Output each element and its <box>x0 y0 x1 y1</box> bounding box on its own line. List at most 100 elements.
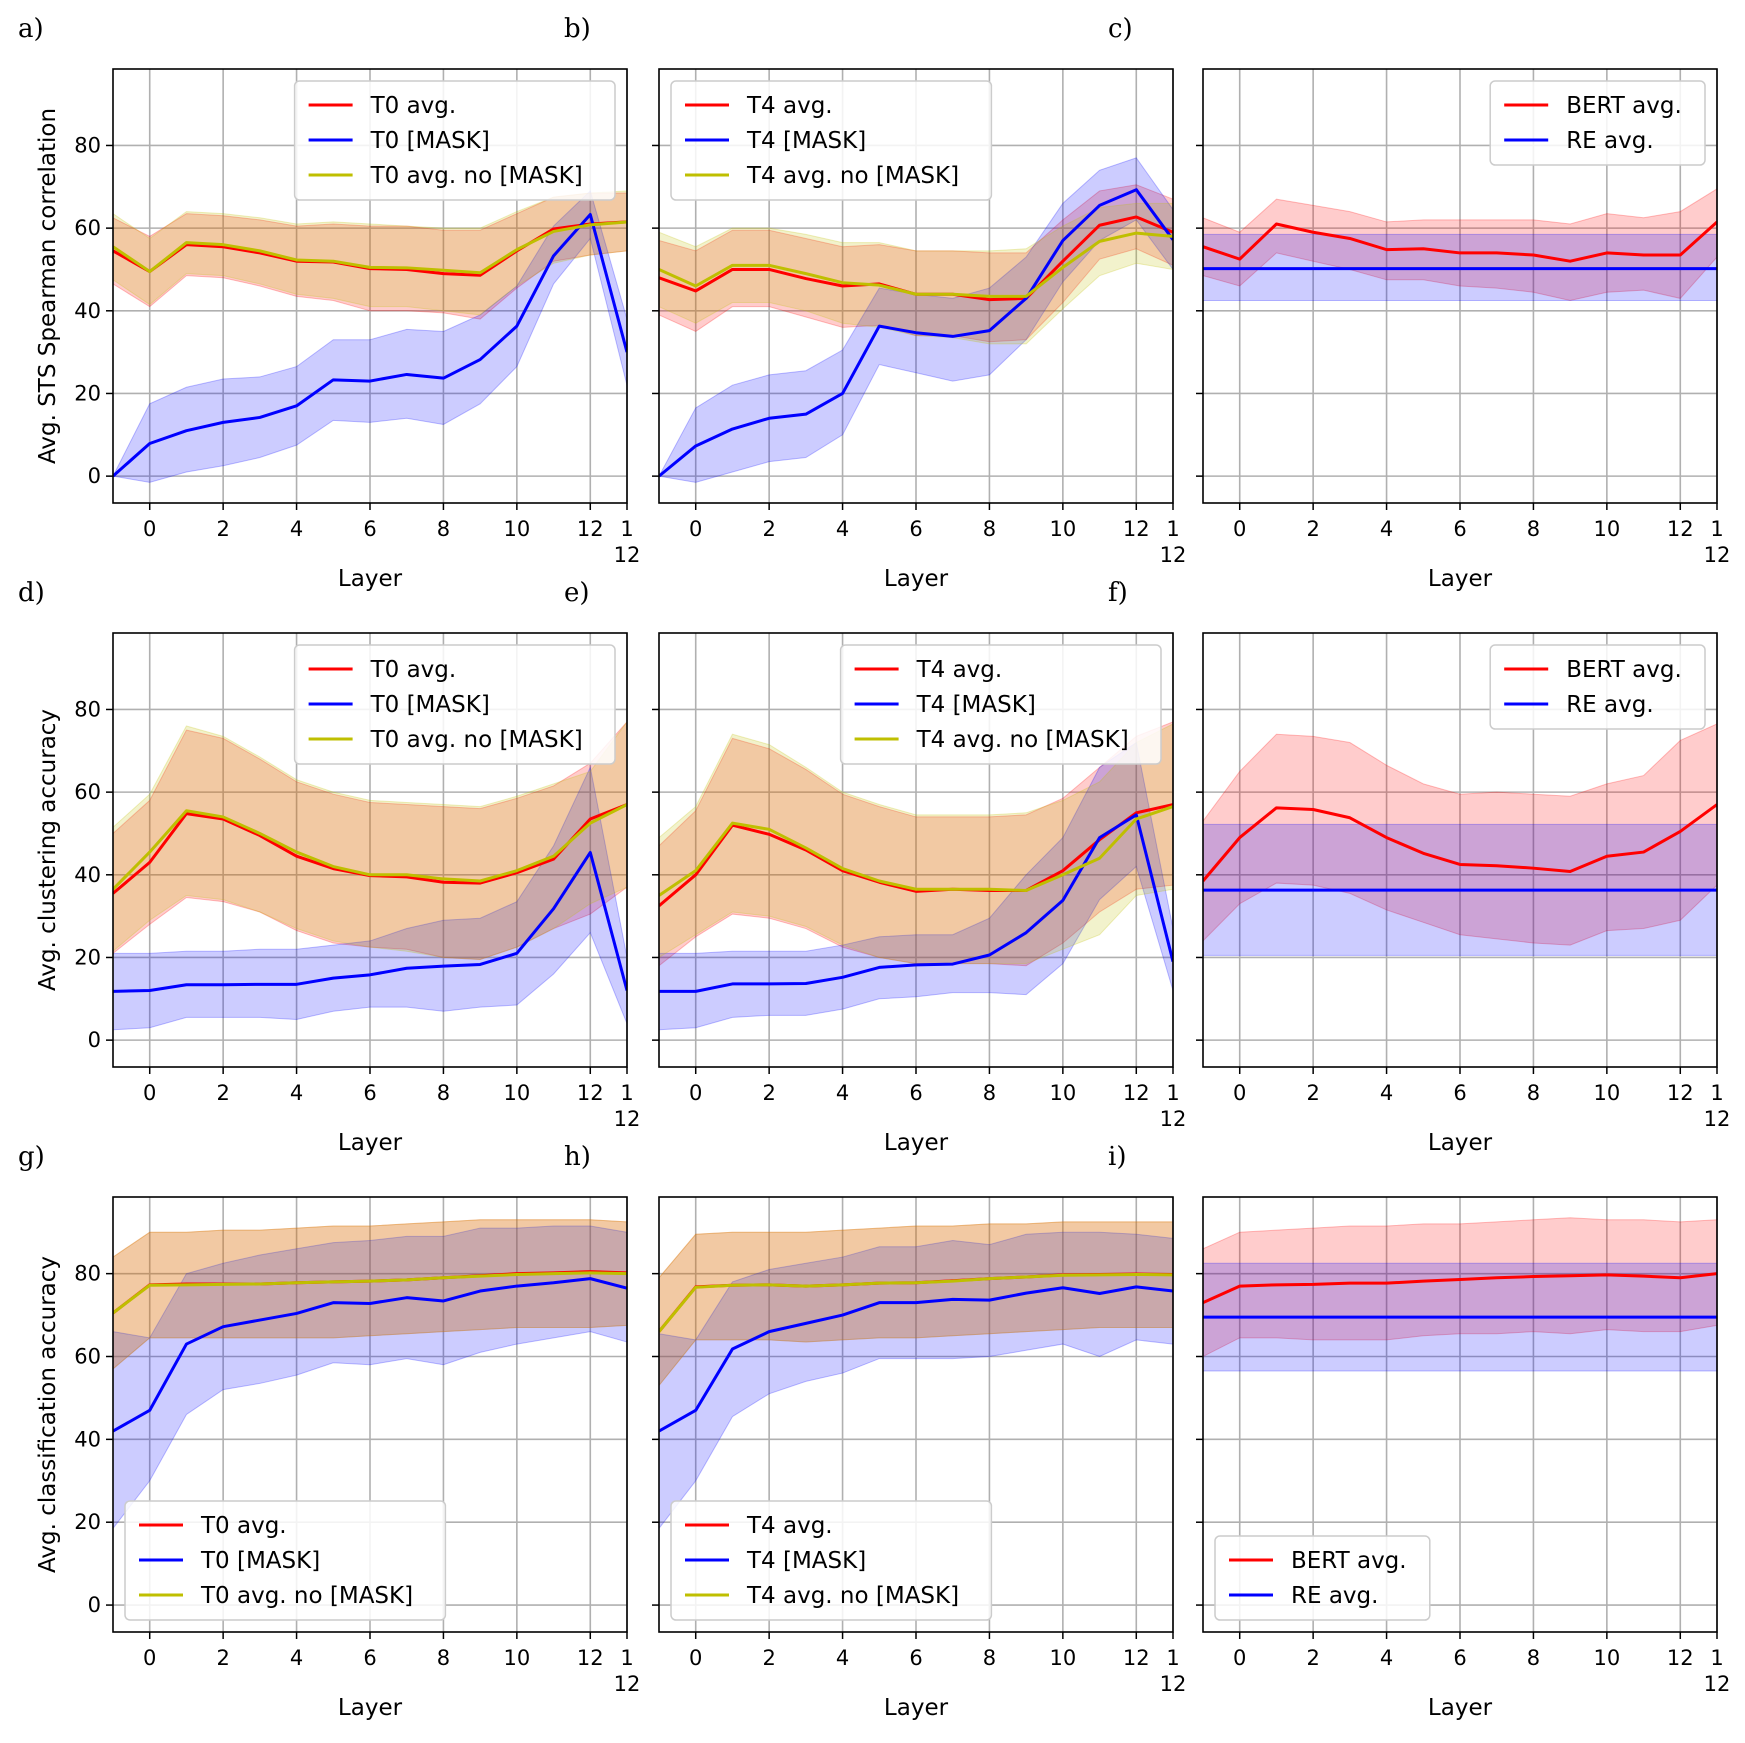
panel-letter: d) <box>18 578 45 608</box>
x-tick-label: 10 <box>1049 1646 1076 1670</box>
x-tick-label: 0 <box>689 517 702 541</box>
legend: BERT avg. RE avg. <box>1489 80 1706 166</box>
band-blue <box>659 1231 1173 1530</box>
legend-label: T0 [MASK] <box>370 692 490 718</box>
x-tick-label: 12 <box>1123 1081 1150 1105</box>
x-tick-label: 10 <box>503 1081 530 1105</box>
x-tick-label: 4 <box>290 517 303 541</box>
series-line-red <box>659 803 1173 907</box>
band-blue <box>113 1225 627 1530</box>
x-axis-label: Layer <box>1428 566 1493 592</box>
legend-label: RE avg. <box>1291 1583 1378 1609</box>
legend-label: T4 avg. <box>746 1513 833 1539</box>
band-red <box>1203 1217 1717 1358</box>
x-tick-label: 2 <box>762 1081 775 1105</box>
panel-letter: f) <box>1108 578 1128 608</box>
x-tick-label: 8 <box>437 1081 450 1105</box>
x-tick-label: 8 <box>1527 517 1540 541</box>
legend-label: T0 avg. no [MASK] <box>200 1583 413 1609</box>
x-tick-label: 1 12 <box>1704 1646 1731 1696</box>
legend-label: T0 avg. <box>200 1513 287 1539</box>
x-tick-label: 6 <box>363 517 376 541</box>
band-blue <box>659 157 1173 483</box>
x-tick-label: 4 <box>836 517 849 541</box>
x-tick-label: 2 <box>762 1646 775 1670</box>
legend: T0 avg. T0 [MASK] T0 avg. no [MASK] <box>293 80 616 201</box>
x-tick-label: 10 <box>1593 517 1620 541</box>
y-axis-label: Avg. classification accuracy <box>35 1256 61 1573</box>
x-tick-label: 12 <box>1667 517 1694 541</box>
x-axis-label: Layer <box>338 1130 403 1156</box>
y-axis-label: Avg. clustering accuracy <box>35 709 61 991</box>
x-tick-label: 4 <box>1380 517 1393 541</box>
panel-c: c) 0 2 4 6 8 10 12 1 12 Layer BERT avg. RE avg. <box>1108 14 1730 592</box>
series-line-olive <box>659 231 1173 298</box>
plot-area <box>1203 723 1717 956</box>
x-axis-label: Layer <box>338 566 403 592</box>
x-tick-label: 6 <box>1453 1646 1466 1670</box>
x-tick-label: 0 <box>1233 1646 1246 1670</box>
y-tick-label: 20 <box>74 945 101 969</box>
series-line-blue <box>659 1285 1173 1433</box>
x-axis-label: Layer <box>884 566 949 592</box>
x-tick-label: 2 <box>1306 517 1319 541</box>
y-tick-label: 60 <box>74 216 101 240</box>
x-tick-label: 0 <box>143 517 156 541</box>
x-tick-label: 6 <box>1453 1081 1466 1105</box>
legend-box <box>1489 80 1706 166</box>
panel-letter: g) <box>18 1142 45 1172</box>
plot-area <box>1203 1217 1717 1372</box>
x-tick-label: 8 <box>1527 1081 1540 1105</box>
x-tick-label: 10 <box>1049 1081 1076 1105</box>
series-line-blue <box>113 850 627 993</box>
y-tick-label: 40 <box>74 299 101 323</box>
series-line-olive <box>113 803 627 891</box>
x-tick-label: 10 <box>1593 1081 1620 1105</box>
legend-label: BERT avg. <box>1566 657 1682 683</box>
x-tick-label: 10 <box>1049 517 1076 541</box>
x-tick-label: 1 12 <box>1160 517 1187 567</box>
x-tick-label: 12 <box>1123 517 1150 541</box>
panel-letter: e) <box>564 578 590 608</box>
band-red <box>659 184 1173 343</box>
x-tick-label: 1 12 <box>614 1646 641 1696</box>
x-tick-label: 1 12 <box>1160 1081 1187 1131</box>
y-tick-label: 0 <box>88 1593 101 1617</box>
band-blue <box>113 189 627 483</box>
plot-area <box>113 721 627 1031</box>
panel-letter: i) <box>1108 1142 1126 1172</box>
y-tick-label: 60 <box>74 1345 101 1369</box>
x-tick-label: 2 <box>762 517 775 541</box>
band-olive <box>659 723 1173 965</box>
series-line-olive <box>659 1272 1173 1333</box>
x-axis-label: Layer <box>884 1130 949 1156</box>
y-tick-label: 40 <box>74 863 101 887</box>
grid <box>1203 69 1718 503</box>
panel-d: d) 0 2 4 6 8 10 12 1 12 0 20 40 60 80 Layer Avg. cluster… <box>18 578 640 1156</box>
x-tick-label: 0 <box>143 1081 156 1105</box>
legend-box <box>670 80 993 201</box>
band-red <box>113 1219 627 1370</box>
plot-area <box>113 1219 627 1530</box>
band-red <box>113 192 627 320</box>
series-line-red <box>1203 803 1717 882</box>
series-line-olive <box>113 1271 627 1315</box>
y-axis-label: Avg. STS Spearman correlation <box>35 108 61 464</box>
x-tick-label: 2 <box>216 1646 229 1670</box>
panel-letter: h) <box>564 1142 591 1172</box>
x-tick-label: 8 <box>983 517 996 541</box>
plot-area <box>659 1221 1173 1530</box>
plot-area <box>659 721 1173 1031</box>
x-tick-label: 2 <box>1306 1081 1319 1105</box>
legend: T4 avg. T4 [MASK] T4 avg. no [MASK] <box>670 1500 993 1621</box>
y-tick-label: 0 <box>88 464 101 488</box>
series-line-blue <box>659 813 1173 993</box>
plot-area <box>113 189 627 483</box>
x-tick-label: 12 <box>577 1081 604 1105</box>
panel-letter: c) <box>1108 14 1133 44</box>
y-tick-label: 20 <box>74 1510 101 1534</box>
legend-box <box>670 1500 993 1621</box>
x-tick-label: 10 <box>503 1646 530 1670</box>
